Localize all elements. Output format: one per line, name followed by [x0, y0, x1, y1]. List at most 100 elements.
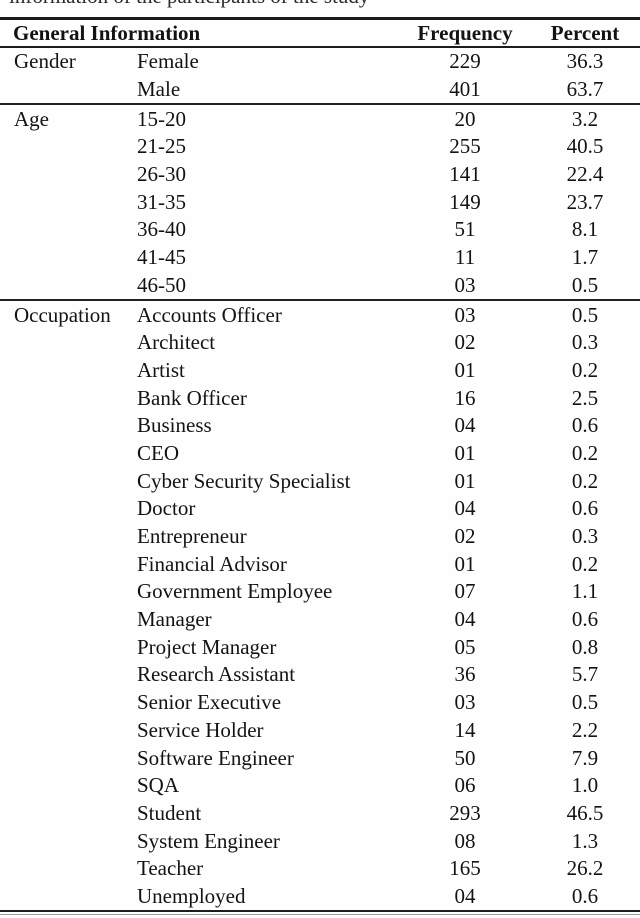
frequency-cell: 06 — [454, 773, 476, 798]
table-row: 26-30 141 22.4 — [0, 161, 640, 189]
table-row: 36-40 51 8.1 — [0, 216, 640, 244]
table-row: Entrepreneur 02 0.3 — [0, 523, 640, 551]
percent-cell: 36.3 — [566, 49, 604, 74]
frequency-cell: 04 — [454, 607, 476, 632]
item-cell: Financial Advisor — [137, 551, 287, 576]
group-cell: Age — [14, 106, 49, 131]
frequency-cell: 02 — [454, 524, 476, 549]
header-rule — [0, 46, 640, 48]
percent-cell: 0.2 — [571, 468, 599, 493]
frequency-cell: 14 — [454, 717, 476, 742]
item-cell: CEO — [137, 440, 179, 465]
item-cell: Service Holder — [137, 717, 264, 742]
item-cell: Senior Executive — [137, 690, 282, 715]
item-cell: 46-50 — [137, 272, 186, 297]
section-rule — [0, 103, 640, 106]
table-row: System Engineer 08 1.3 — [0, 827, 640, 855]
item-cell: 31-35 — [137, 189, 186, 214]
frequency-cell: 401 — [449, 77, 481, 102]
table-top-rule — [0, 17, 640, 20]
percent-cell: 0.8 — [571, 634, 599, 659]
header-frequency: Frequency — [417, 20, 513, 45]
percent-cell: 22.4 — [566, 162, 604, 187]
table-row: CEO 01 0.2 — [0, 440, 640, 468]
frequency-cell: 149 — [449, 189, 481, 214]
item-cell: Manager — [137, 607, 212, 632]
item-cell: Female — [137, 49, 199, 74]
table-row: Software Engineer 50 7.9 — [0, 744, 640, 772]
table-row: SQA 06 1.0 — [0, 772, 640, 800]
table-row: Cyber Security Specialist 01 0.2 — [0, 467, 640, 495]
table-row: Student 293 46.5 — [0, 800, 640, 828]
table-row: Teacher 165 26.2 — [0, 855, 640, 883]
frequency-cell: 36 — [454, 662, 476, 687]
percent-cell: 40.5 — [566, 134, 604, 159]
table-row: Research Assistant 36 5.7 — [0, 661, 640, 689]
item-cell: Unemployed — [137, 883, 246, 908]
table-row: Unemployed 04 0.6 — [0, 883, 640, 911]
table-header-row: General Information Frequency Percent — [0, 20, 640, 46]
frequency-cell: 11 — [454, 245, 476, 270]
header-general-information: General Information — [13, 20, 201, 45]
item-cell: Government Employee — [137, 579, 333, 604]
table-row: Gender Female 229 36.3 — [0, 48, 640, 76]
frequency-cell: 03 — [454, 302, 476, 327]
percent-cell: 0.2 — [571, 357, 599, 382]
percent-cell: 0.2 — [571, 551, 599, 576]
frequency-cell: 01 — [454, 468, 476, 493]
percent-cell: 0.6 — [571, 607, 599, 632]
percent-cell: 3.2 — [571, 106, 599, 131]
frequency-cell: 02 — [454, 330, 476, 355]
percent-cell: 26.2 — [566, 856, 604, 881]
frequency-cell: 01 — [454, 357, 476, 382]
item-cell: Business — [137, 413, 212, 438]
table-row: Doctor 04 0.6 — [0, 495, 640, 523]
item-cell: Entrepreneur — [137, 524, 247, 549]
percent-cell: 8.1 — [571, 217, 599, 242]
percent-cell: 0.2 — [571, 440, 599, 465]
percent-cell: 23.7 — [566, 189, 604, 214]
item-cell: Cyber Security Specialist — [137, 468, 351, 493]
table-row: Architect 02 0.3 — [0, 329, 640, 357]
table-row: Government Employee 07 1.1 — [0, 578, 640, 606]
table-row: Financial Advisor 01 0.2 — [0, 550, 640, 578]
frequency-cell: 141 — [449, 162, 481, 187]
table-row: Bank Officer 16 2.5 — [0, 384, 640, 412]
item-cell: Software Engineer — [137, 745, 294, 770]
item-cell: Accounts Officer — [137, 302, 282, 327]
frequency-cell: 293 — [449, 800, 481, 825]
table-row: 31-35 149 23.7 — [0, 188, 640, 216]
frequency-cell: 04 — [454, 496, 476, 521]
percent-cell: 0.5 — [571, 690, 599, 715]
table-row: Service Holder 14 2.2 — [0, 717, 640, 745]
frequency-cell: 229 — [449, 49, 481, 74]
frequency-cell: 16 — [454, 385, 476, 410]
frequency-cell: 08 — [454, 828, 476, 853]
item-cell: Male — [137, 77, 181, 102]
table-row: Male 401 63.7 — [0, 76, 640, 104]
table-bottom-rule — [0, 910, 640, 913]
group-cell: Occupation — [14, 302, 111, 327]
item-cell: System Engineer — [137, 828, 280, 853]
item-cell: 21-25 — [137, 134, 186, 159]
item-cell: 15-20 — [137, 106, 186, 131]
table-row: Manager 04 0.6 — [0, 606, 640, 634]
table-row: Age 15-20 20 3.2 — [0, 105, 640, 133]
percent-cell: 46.5 — [566, 800, 604, 825]
table-row: Artist 01 0.2 — [0, 357, 640, 385]
percent-cell: 1.1 — [571, 579, 599, 604]
item-cell: 26-30 — [137, 162, 186, 187]
table-body: Gender Female 229 36.3 Male 401 63.7 Age 15-20 20… — [0, 48, 640, 910]
item-cell: Teacher — [137, 856, 204, 881]
item-cell: Project Manager — [137, 634, 277, 659]
table-row: 46-50 03 0.5 — [0, 272, 640, 300]
demographics-table: General Information Frequency Percent Ge… — [0, 17, 640, 916]
percent-cell: 0.5 — [571, 302, 599, 327]
header-percent: Percent — [550, 20, 620, 45]
item-cell: Student — [137, 800, 202, 825]
percent-cell: 7.9 — [571, 745, 599, 770]
percent-cell: 0.6 — [571, 883, 599, 908]
caption-text: information of the participants of the s… — [9, 0, 369, 9]
item-cell: SQA — [137, 773, 180, 798]
frequency-cell: 165 — [449, 856, 481, 881]
